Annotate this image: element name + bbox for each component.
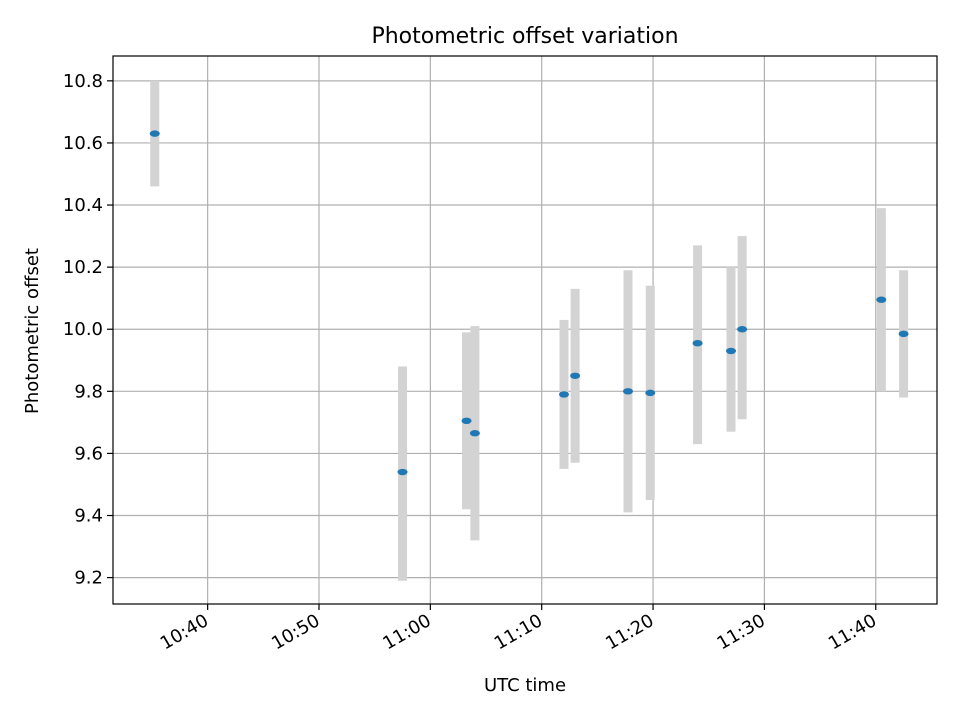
data-point xyxy=(876,296,887,303)
data-point xyxy=(570,372,581,379)
data-point xyxy=(692,339,703,347)
x-axis-title: UTC time xyxy=(484,675,566,696)
data-point xyxy=(469,430,480,437)
data-point xyxy=(645,389,656,397)
data-point xyxy=(737,326,748,333)
chart-title: Photometric offset variation xyxy=(371,24,678,49)
data-point xyxy=(461,417,472,425)
data-point xyxy=(558,391,569,398)
data-point xyxy=(397,468,408,476)
y-axis-title: Photometric offset xyxy=(22,248,43,414)
y-tick-label: 10.2 xyxy=(63,257,103,278)
plot-frame xyxy=(112,55,938,605)
y-tick-label: 9.8 xyxy=(74,381,103,402)
y-tick-label: 9.6 xyxy=(74,443,103,464)
data-point xyxy=(623,388,633,395)
y-tick-label: 10.6 xyxy=(63,133,103,154)
data-point xyxy=(149,130,160,137)
y-tick-label: 9.2 xyxy=(74,568,103,589)
data-point xyxy=(726,347,736,355)
data-points xyxy=(149,130,909,476)
y-tick-label: 10.8 xyxy=(63,71,103,92)
y-tick-label: 9.4 xyxy=(74,506,103,527)
y-tick-label: 10.0 xyxy=(63,319,103,340)
y-tick-label: 10.4 xyxy=(63,195,103,216)
data-point xyxy=(898,330,909,338)
